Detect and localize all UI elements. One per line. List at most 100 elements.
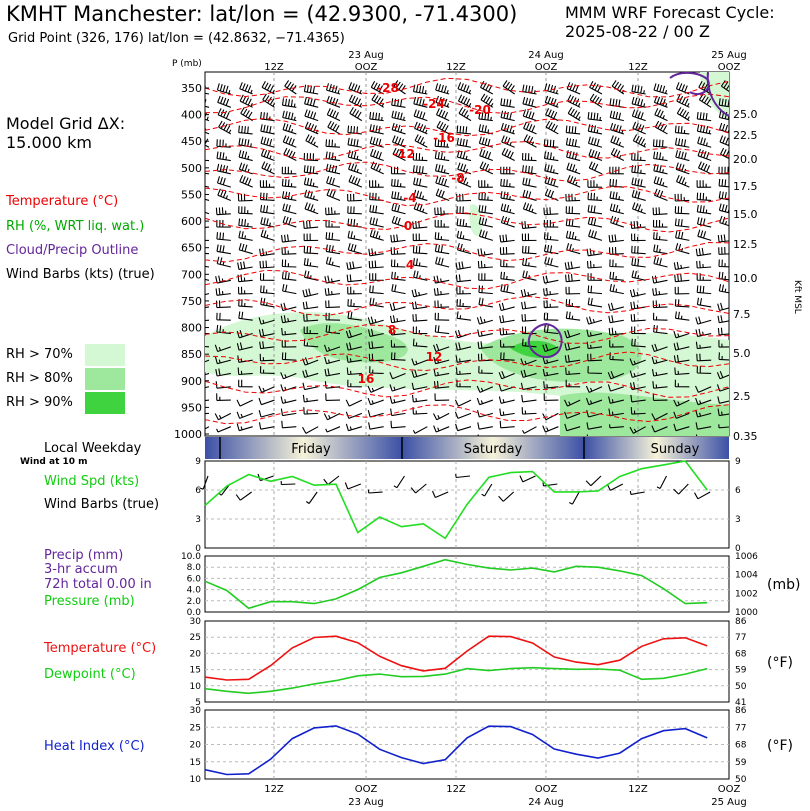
wind-barb bbox=[325, 219, 341, 228]
temp-panel-ytick-left: 5 bbox=[195, 698, 201, 708]
wind-barb bbox=[390, 247, 406, 255]
heat-panel-ytick-left: 10 bbox=[190, 775, 202, 785]
wind-barb bbox=[652, 393, 668, 401]
wind-barb bbox=[390, 420, 406, 429]
temp-panel-ytick-right: 41 bbox=[735, 698, 746, 708]
wind-barb bbox=[239, 94, 253, 108]
wind-barb bbox=[674, 274, 690, 283]
wind-barb bbox=[631, 270, 646, 281]
wind-barb bbox=[303, 245, 319, 255]
wind-barb bbox=[478, 111, 493, 122]
wind-barb bbox=[435, 256, 450, 268]
wind-barb bbox=[456, 299, 472, 308]
wind-barb bbox=[434, 393, 450, 401]
wind-barb bbox=[324, 275, 341, 284]
wind-barb bbox=[260, 285, 275, 295]
wind-barb bbox=[652, 139, 668, 148]
wind-barb bbox=[284, 80, 297, 95]
wind-barb bbox=[346, 261, 362, 270]
surface-wind-barb bbox=[235, 491, 252, 501]
wind-barb bbox=[281, 420, 297, 429]
wind-barb bbox=[609, 352, 624, 361]
wind-barb bbox=[500, 203, 515, 215]
wind-barb bbox=[238, 230, 253, 241]
wind-barb bbox=[629, 358, 646, 366]
wind-barb bbox=[238, 218, 253, 228]
wind-barb bbox=[412, 338, 428, 348]
wind-barb bbox=[237, 367, 253, 376]
wind-barb bbox=[652, 219, 668, 228]
wind-barb bbox=[260, 204, 275, 215]
wind-panel-ytick-right: 9 bbox=[735, 457, 741, 467]
wind-barb bbox=[544, 256, 559, 268]
wind-barb bbox=[543, 244, 559, 255]
wind-barb bbox=[325, 312, 341, 321]
wind-barb bbox=[476, 385, 494, 393]
wind-barb bbox=[695, 410, 712, 418]
wind-barb bbox=[565, 286, 581, 295]
wind-barb bbox=[610, 147, 625, 162]
wind-barb bbox=[653, 163, 668, 175]
wind-barb bbox=[302, 369, 319, 378]
wind-barb bbox=[564, 423, 581, 432]
wind-barb bbox=[347, 311, 362, 321]
wind-barb bbox=[564, 411, 581, 419]
wind-barb bbox=[238, 299, 253, 308]
wind-barb bbox=[565, 193, 581, 202]
wind-speed-line bbox=[204, 460, 708, 540]
wind-barb bbox=[347, 243, 362, 255]
wind-barb bbox=[457, 162, 472, 175]
wind-barb bbox=[367, 397, 384, 406]
wind-barb bbox=[476, 410, 493, 418]
temp-panel-ytick-right: 59 bbox=[735, 666, 747, 676]
wind-barb bbox=[413, 202, 428, 215]
page-title: KMHT Manchester: lat/lon = (42.9300, -71… bbox=[6, 2, 518, 26]
wind-barb bbox=[586, 422, 603, 430]
wind-barb bbox=[303, 270, 319, 281]
wind-barb bbox=[565, 367, 581, 376]
wind-barb bbox=[696, 180, 712, 188]
wind-barb bbox=[651, 275, 668, 284]
surface-wind-barb bbox=[323, 475, 340, 486]
wind-barb bbox=[717, 315, 729, 324]
temp-panel-ytick-right: 77 bbox=[735, 633, 746, 643]
wind-barb bbox=[588, 161, 603, 175]
wind-barb bbox=[717, 327, 729, 336]
wind-barb bbox=[280, 372, 297, 380]
wind-barb bbox=[653, 188, 668, 201]
wind-barb bbox=[345, 399, 363, 407]
legend-temperature: Temperature (°C) bbox=[6, 194, 119, 209]
isotherm-line bbox=[205, 117, 729, 137]
temp-unit-f: (°F) bbox=[767, 655, 793, 671]
isotherm-label: 8 bbox=[388, 323, 396, 337]
wind-barb bbox=[479, 148, 494, 162]
top-hour-label: OOZ bbox=[718, 62, 741, 73]
wind-barb bbox=[565, 218, 581, 228]
wind-barb bbox=[369, 111, 384, 122]
wind-barb bbox=[304, 189, 319, 201]
cloud-outline bbox=[706, 71, 730, 117]
wind-barb bbox=[391, 110, 406, 122]
wind-barb bbox=[673, 411, 690, 419]
wind-barb bbox=[434, 151, 450, 162]
wind-barb bbox=[607, 384, 625, 392]
wind-barb bbox=[214, 412, 232, 421]
wind-barb bbox=[433, 368, 450, 377]
wind-barb bbox=[695, 341, 712, 350]
surface-wind-barb bbox=[694, 491, 711, 500]
wind-barb bbox=[347, 230, 362, 241]
wind-barb bbox=[303, 258, 319, 268]
surface-wind-barb bbox=[585, 475, 602, 487]
isotherm-label: -20 bbox=[469, 103, 491, 117]
wind-barb bbox=[390, 166, 406, 175]
heat-panel-ytick-left: 25 bbox=[190, 723, 201, 733]
wind-barb bbox=[370, 161, 384, 175]
wind-barb bbox=[566, 243, 581, 255]
wind-barb bbox=[566, 162, 581, 175]
wind-barb bbox=[281, 191, 297, 202]
wind-barb bbox=[718, 178, 729, 188]
wind-barb bbox=[325, 426, 341, 433]
wind-barb bbox=[282, 122, 297, 135]
wind-barb bbox=[501, 135, 515, 148]
wind-barb bbox=[477, 248, 493, 257]
